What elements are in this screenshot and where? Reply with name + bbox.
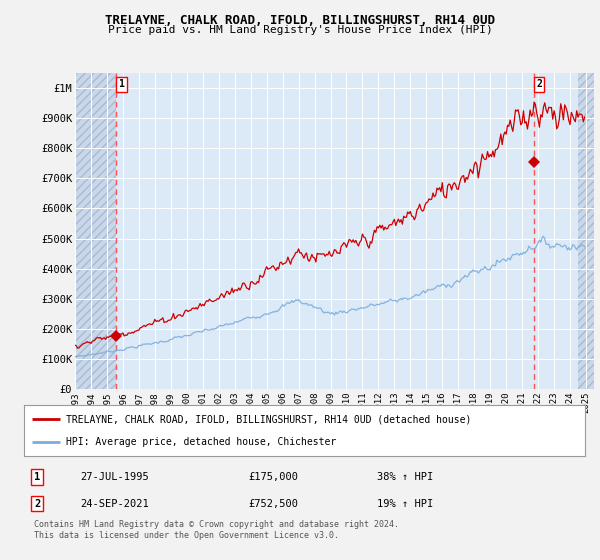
Text: £175,000: £175,000 <box>248 472 298 482</box>
Bar <box>75 73 116 389</box>
Text: 2: 2 <box>536 79 542 89</box>
Text: 1: 1 <box>118 79 124 89</box>
Text: Contains HM Land Registry data © Crown copyright and database right 2024.
This d: Contains HM Land Registry data © Crown c… <box>34 520 399 540</box>
Text: 24-SEP-2021: 24-SEP-2021 <box>80 498 149 508</box>
Text: Price paid vs. HM Land Registry's House Price Index (HPI): Price paid vs. HM Land Registry's House … <box>107 25 493 35</box>
Text: £752,500: £752,500 <box>248 498 298 508</box>
Text: 27-JUL-1995: 27-JUL-1995 <box>80 472 149 482</box>
Bar <box>578 73 594 389</box>
Text: HPI: Average price, detached house, Chichester: HPI: Average price, detached house, Chic… <box>66 437 337 447</box>
Text: TRELAYNE, CHALK ROAD, IFOLD, BILLINGSHURST, RH14 0UD (detached house): TRELAYNE, CHALK ROAD, IFOLD, BILLINGSHUR… <box>66 414 472 424</box>
Text: 2: 2 <box>34 498 40 508</box>
Text: 38% ↑ HPI: 38% ↑ HPI <box>377 472 434 482</box>
Text: 1: 1 <box>34 472 40 482</box>
Text: TRELAYNE, CHALK ROAD, IFOLD, BILLINGSHURST, RH14 0UD: TRELAYNE, CHALK ROAD, IFOLD, BILLINGSHUR… <box>105 14 495 27</box>
Text: 19% ↑ HPI: 19% ↑ HPI <box>377 498 434 508</box>
